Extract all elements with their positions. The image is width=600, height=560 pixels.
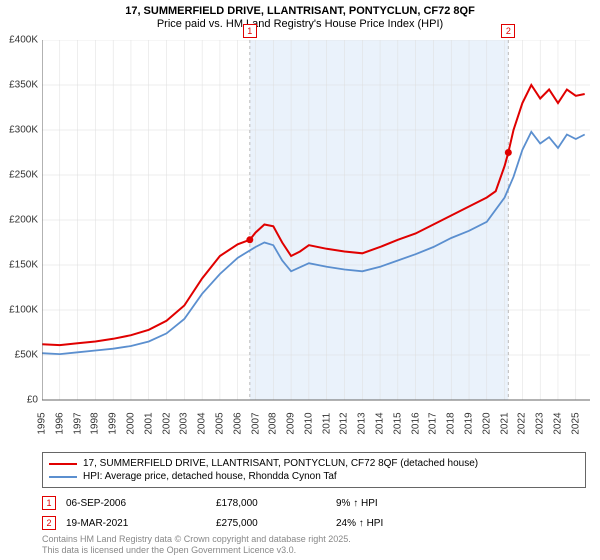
- legend-label: HPI: Average price, detached house, Rhon…: [83, 470, 337, 483]
- x-axis-label: 2025: [570, 412, 581, 434]
- copyright-line2: This data is licensed under the Open Gov…: [42, 545, 351, 556]
- x-axis-label: 2008: [268, 412, 279, 434]
- x-axis-label: 2018: [446, 412, 457, 434]
- x-axis-label: 1995: [37, 412, 48, 434]
- markers-table: 1 06-SEP-2006 £178,000 9% ↑ HPI 2 19-MAR-2021…: [42, 493, 588, 533]
- x-axis-label: 2001: [143, 412, 154, 434]
- x-axis-label: 2014: [375, 412, 386, 434]
- x-axis-label: 2006: [232, 412, 243, 434]
- marker-box: 1: [42, 496, 56, 510]
- marker-date: 06-SEP-2006: [66, 498, 206, 509]
- x-axis-label: 1996: [54, 412, 65, 434]
- y-axis-label: £0: [27, 395, 38, 406]
- legend-swatch: [49, 476, 77, 478]
- x-axis-label: 2003: [179, 412, 190, 434]
- x-axis-label: 2013: [357, 412, 368, 434]
- x-axis-label: 2016: [410, 412, 421, 434]
- marker-price: £178,000: [216, 498, 326, 509]
- marker-pct: 24% ↑ HPI: [336, 518, 426, 529]
- x-axis-label: 2002: [161, 412, 172, 434]
- legend-box: 17, SUMMERFIELD DRIVE, LLANTRISANT, PONT…: [42, 452, 586, 488]
- y-axis-label: £250K: [9, 170, 38, 181]
- y-axis-label: £350K: [9, 80, 38, 91]
- legend-swatch: [49, 463, 77, 465]
- marker-row: 2 19-MAR-2021 £275,000 24% ↑ HPI: [42, 513, 588, 533]
- x-axis-label: 2020: [481, 412, 492, 434]
- marker-row: 1 06-SEP-2006 £178,000 9% ↑ HPI: [42, 493, 588, 513]
- marker-price: £275,000: [216, 518, 326, 529]
- marker-box: 2: [42, 516, 56, 530]
- x-axis-label: 2012: [339, 412, 350, 434]
- x-axis-label: 2009: [286, 412, 297, 434]
- x-axis-label: 2024: [552, 412, 563, 434]
- x-axis-label: 2023: [535, 412, 546, 434]
- x-axis-label: 2005: [214, 412, 225, 434]
- y-axis-label: £200K: [9, 215, 38, 226]
- marker-number: 2: [501, 24, 515, 38]
- x-axis-label: 2017: [428, 412, 439, 434]
- x-axis-label: 2007: [250, 412, 261, 434]
- y-axis-label: £50K: [15, 350, 38, 361]
- marker-number: 1: [243, 24, 257, 38]
- copyright: Contains HM Land Registry data © Crown c…: [42, 534, 351, 556]
- y-axis-label: £300K: [9, 125, 38, 136]
- x-axis-label: 2004: [197, 412, 208, 434]
- x-axis-label: 2011: [321, 413, 332, 435]
- marker-date: 19-MAR-2021: [66, 518, 206, 529]
- y-axis-label: £400K: [9, 35, 38, 46]
- legend-label: 17, SUMMERFIELD DRIVE, LLANTRISANT, PONT…: [83, 457, 478, 470]
- legend-item: HPI: Average price, detached house, Rhon…: [49, 470, 579, 483]
- x-axis-label: 2000: [125, 412, 136, 434]
- y-axis-label: £150K: [9, 260, 38, 271]
- legend-item: 17, SUMMERFIELD DRIVE, LLANTRISANT, PONT…: [49, 457, 579, 470]
- x-axis-label: 2015: [392, 412, 403, 434]
- copyright-line1: Contains HM Land Registry data © Crown c…: [42, 534, 351, 545]
- x-axis-label: 1997: [72, 412, 83, 434]
- chart-area: £0£50K£100K£150K£200K£250K£300K£350K£400…: [42, 40, 590, 428]
- x-axis-label: 2019: [464, 412, 475, 434]
- x-axis-label: 2021: [499, 412, 510, 434]
- x-axis-label: 2022: [517, 412, 528, 434]
- x-axis-label: 1999: [108, 412, 119, 434]
- marker-pct: 9% ↑ HPI: [336, 498, 426, 509]
- chart-svg: [42, 40, 590, 428]
- x-axis-label: 1998: [90, 412, 101, 434]
- chart-title: 17, SUMMERFIELD DRIVE, LLANTRISANT, PONT…: [0, 0, 600, 18]
- x-axis-label: 2010: [303, 412, 314, 434]
- y-axis-label: £100K: [9, 305, 38, 316]
